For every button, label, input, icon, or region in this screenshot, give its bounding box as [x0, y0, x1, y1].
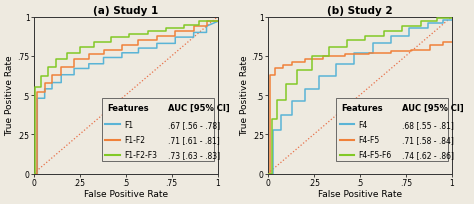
Text: .68 [.55 - .81]: .68 [.55 - .81]	[402, 120, 454, 129]
Text: AUC [95% CI]: AUC [95% CI]	[168, 104, 229, 113]
FancyBboxPatch shape	[102, 99, 214, 161]
FancyBboxPatch shape	[336, 99, 448, 161]
Text: .74 [.62 - .86]: .74 [.62 - .86]	[402, 151, 454, 160]
Y-axis label: True Positive Rate: True Positive Rate	[6, 55, 15, 136]
Text: F4: F4	[358, 120, 367, 129]
Text: AUC [95% CI]: AUC [95% CI]	[402, 104, 464, 113]
X-axis label: False Positive Rate: False Positive Rate	[83, 190, 168, 198]
Text: Features: Features	[341, 104, 383, 113]
Text: F4-F5: F4-F5	[358, 135, 379, 144]
Text: F1-F2: F1-F2	[124, 135, 145, 144]
Title: (a) Study 1: (a) Study 1	[93, 6, 158, 16]
Text: F4-F5-F6: F4-F5-F6	[358, 151, 391, 160]
Text: .73 [.63 - .83]: .73 [.63 - .83]	[168, 151, 220, 160]
Y-axis label: True Positive Rate: True Positive Rate	[240, 55, 249, 136]
Text: .71 [.61 - .81]: .71 [.61 - .81]	[168, 135, 219, 144]
Text: F1: F1	[124, 120, 133, 129]
Text: .67 [.56 - .78]: .67 [.56 - .78]	[168, 120, 220, 129]
Title: (b) Study 2: (b) Study 2	[327, 6, 392, 16]
X-axis label: False Positive Rate: False Positive Rate	[318, 190, 402, 198]
Text: .71 [.58 - .84]: .71 [.58 - .84]	[402, 135, 454, 144]
Text: F1-F2-F3: F1-F2-F3	[124, 151, 157, 160]
Text: Features: Features	[107, 104, 149, 113]
